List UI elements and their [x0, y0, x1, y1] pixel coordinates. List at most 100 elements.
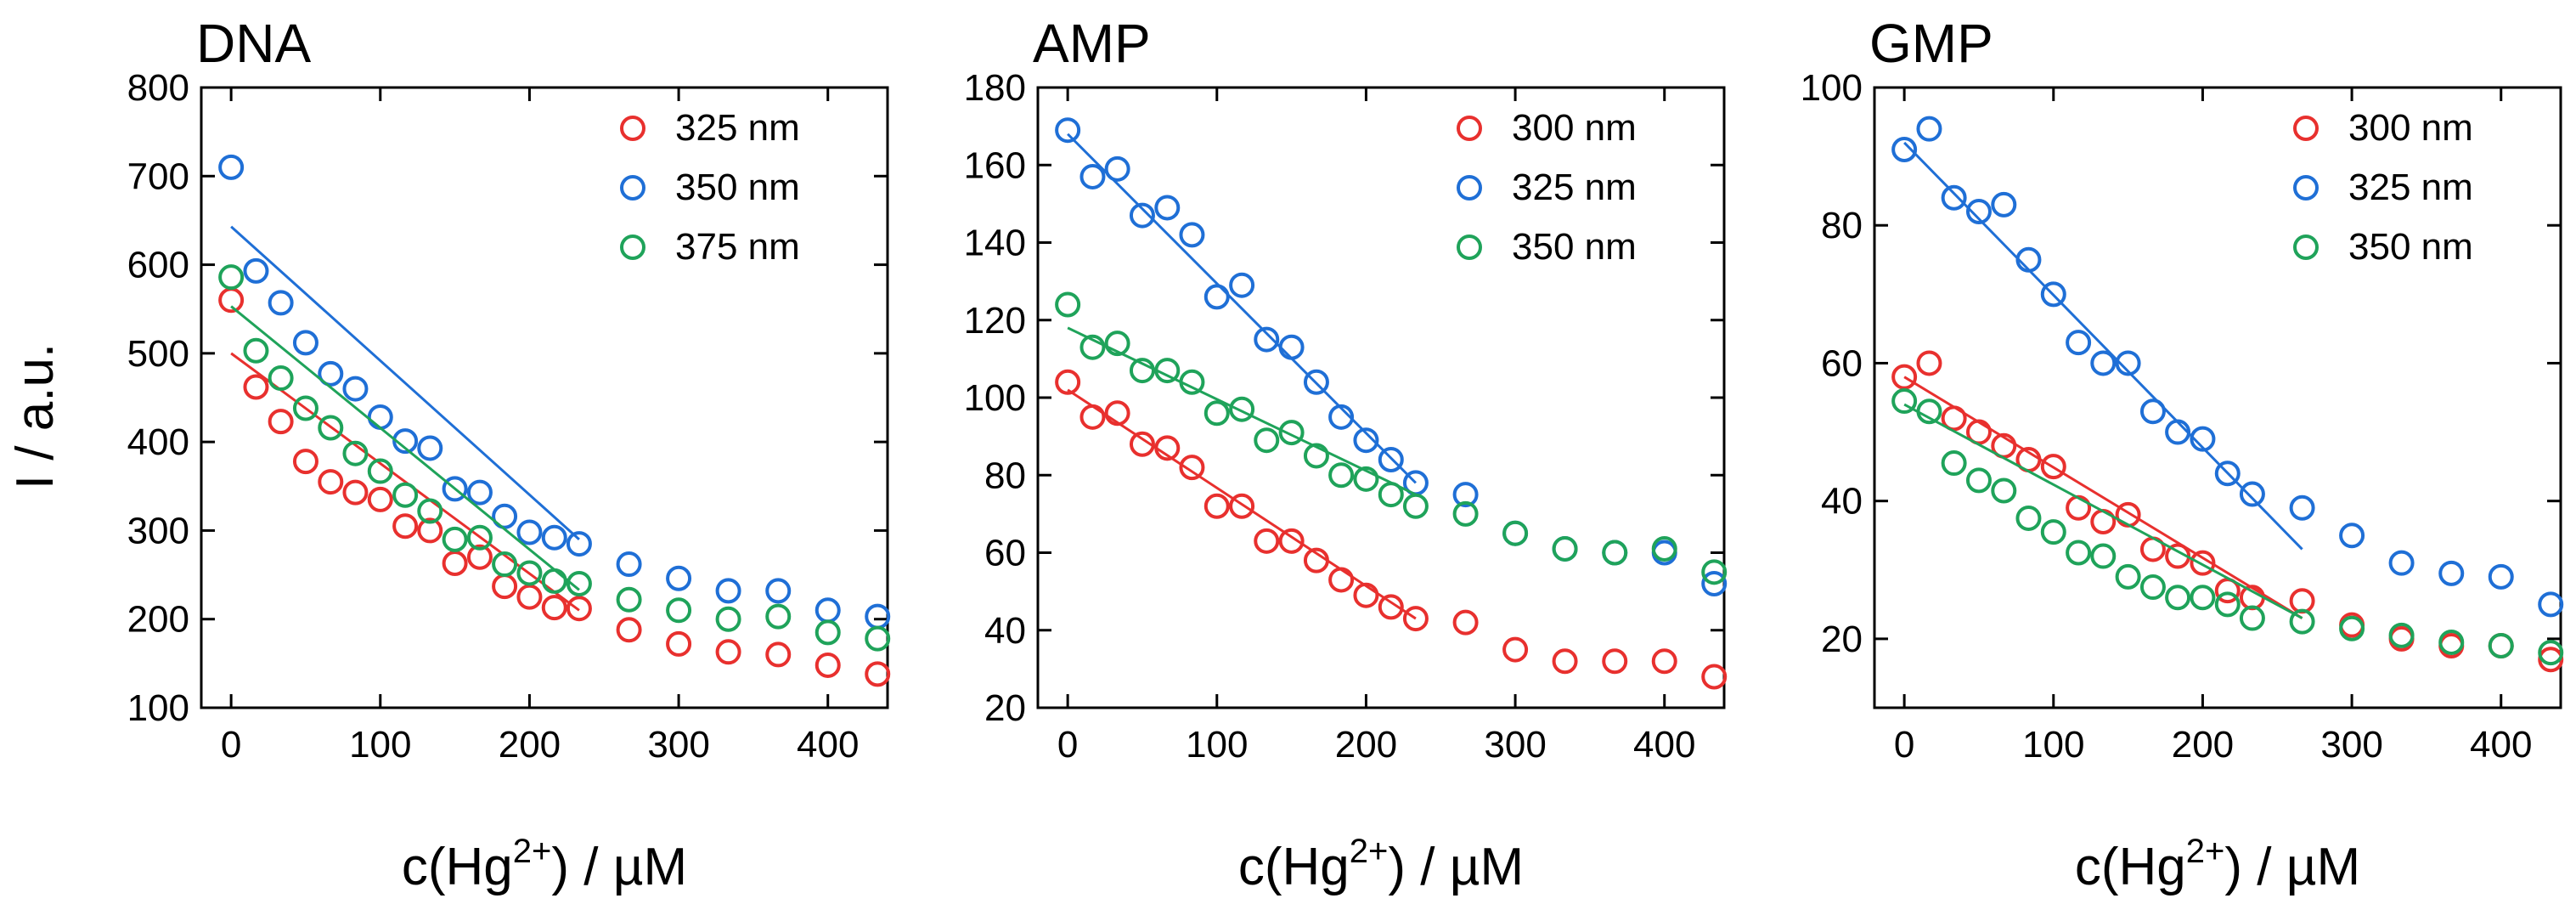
- legend-label: 350 nm: [675, 167, 800, 208]
- legend-label: 350 nm: [1512, 226, 1637, 268]
- data-point: [1502, 520, 1529, 546]
- data-point: [1079, 163, 1106, 189]
- data-point: [1055, 291, 1081, 318]
- data-point: [243, 337, 269, 364]
- data-point: [2066, 494, 2092, 521]
- data-point: [417, 435, 443, 461]
- data-point: [1353, 466, 1379, 492]
- data-point: [1328, 462, 1355, 489]
- x-tick-label: 400: [1633, 724, 1695, 766]
- data-point: [392, 482, 419, 508]
- legend-marker: [2293, 175, 2319, 201]
- y-tick-label: 20: [1821, 619, 1863, 660]
- x-tick-label: 100: [349, 724, 411, 766]
- data-point: [2339, 615, 2365, 641]
- data-point: [2388, 622, 2415, 648]
- data-point: [1254, 427, 1280, 454]
- y-tick-label: 400: [127, 421, 189, 463]
- data-point: [492, 574, 518, 600]
- data-point: [865, 661, 891, 687]
- data-point: [865, 625, 891, 652]
- data-point: [2538, 591, 2564, 618]
- x-tick-label: 100: [1186, 724, 1248, 766]
- data-point: [1328, 404, 1355, 430]
- data-point: [1378, 447, 1404, 472]
- legend-marker: [2293, 234, 2319, 260]
- data-point: [417, 517, 443, 544]
- data-point: [1651, 648, 1677, 675]
- data-point: [367, 486, 393, 512]
- data-point: [1353, 582, 1379, 608]
- legend-marker: [620, 116, 645, 141]
- y-tick-label: 500: [127, 333, 189, 375]
- fit-line: [1903, 403, 2303, 619]
- x-tick-label: 300: [2320, 724, 2382, 766]
- legend-marker: [2293, 116, 2319, 141]
- data-point: [2190, 550, 2216, 576]
- data-point: [1229, 272, 1255, 298]
- data-point: [1229, 493, 1255, 519]
- data-point: [1129, 202, 1155, 229]
- x-tick-label: 200: [2172, 724, 2234, 766]
- data-point: [666, 565, 692, 591]
- data-point: [1104, 331, 1130, 357]
- data-point: [2139, 398, 2166, 425]
- fit-line: [1067, 326, 1417, 496]
- data-point: [342, 376, 369, 402]
- data-point: [1602, 540, 1628, 566]
- y-tick-label: 20: [984, 687, 1026, 729]
- data-point: [2139, 574, 2166, 601]
- y-tick-label: 60: [1821, 342, 1863, 384]
- data-point: [2040, 281, 2066, 308]
- data-point: [1254, 528, 1280, 554]
- y-tick-label: 100: [964, 377, 1026, 419]
- data-point: [1154, 195, 1181, 221]
- data-point: [1402, 493, 1429, 519]
- data-point: [2090, 509, 2117, 534]
- x-tick-label: 300: [647, 724, 709, 766]
- data-point: [1104, 155, 1130, 182]
- data-point: [715, 606, 741, 632]
- data-point: [1179, 455, 1205, 481]
- data-point: [1378, 482, 1404, 508]
- y-tick-label: 60: [984, 533, 1026, 574]
- data-point: [367, 458, 393, 484]
- data-point: [2438, 560, 2465, 586]
- data-point: [466, 479, 493, 506]
- legend-marker: [1457, 175, 1482, 201]
- series-375-nm: [218, 264, 891, 652]
- data-point: [1055, 117, 1081, 144]
- data-point: [1229, 396, 1255, 422]
- y-tick-label: 180: [964, 67, 1026, 109]
- data-point: [566, 596, 592, 622]
- data-point: [1552, 648, 1578, 675]
- data-point: [2115, 501, 2141, 528]
- x-tick-label: 300: [1484, 724, 1546, 766]
- y-tick-label: 40: [984, 610, 1026, 652]
- y-tick-label: 700: [127, 155, 189, 197]
- data-point: [243, 374, 269, 400]
- series-325-nm: [1891, 116, 2564, 618]
- series-300-nm: [1055, 369, 1728, 690]
- data-point: [1552, 535, 1578, 562]
- legend-marker: [1457, 116, 1482, 141]
- data-point: [1502, 636, 1529, 663]
- data-point: [666, 597, 692, 624]
- data-point: [2190, 426, 2216, 452]
- data-point: [268, 365, 294, 392]
- fit-line: [230, 352, 580, 612]
- data-point: [1991, 191, 2017, 218]
- data-point: [1701, 664, 1728, 690]
- data-point: [815, 597, 841, 624]
- data-point: [1154, 358, 1181, 384]
- data-point: [715, 578, 741, 604]
- legend-marker: [1457, 234, 1482, 260]
- chart-title: GMP: [1869, 13, 1993, 74]
- data-point: [1701, 571, 1728, 596]
- data-point: [2015, 505, 2042, 531]
- data-point: [367, 404, 393, 430]
- data-point: [616, 586, 642, 613]
- data-point: [1916, 116, 1942, 142]
- fit-line: [1067, 133, 1417, 484]
- plot-frame: [200, 86, 889, 709]
